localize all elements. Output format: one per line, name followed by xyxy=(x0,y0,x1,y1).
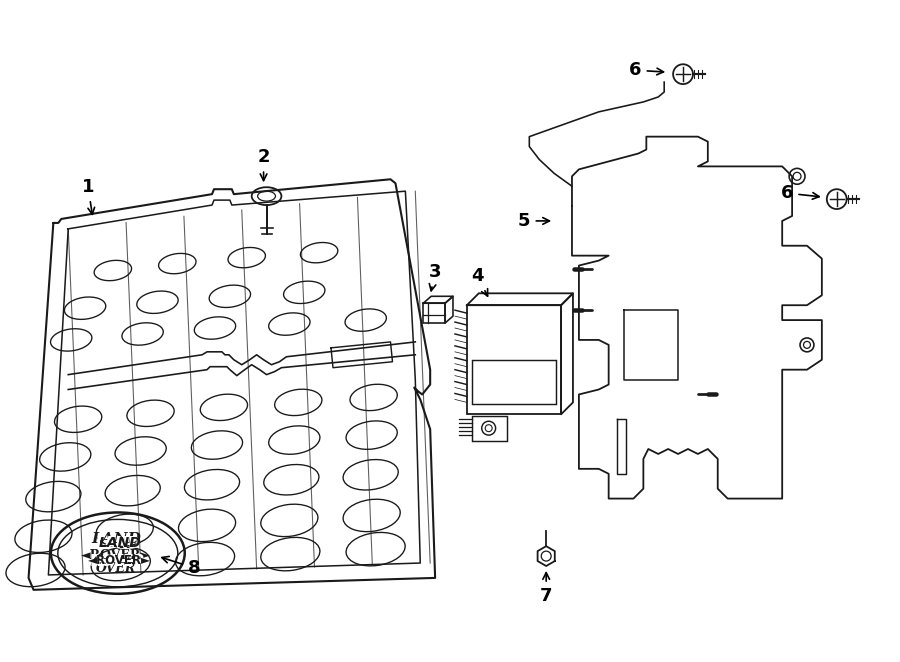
Bar xyxy=(423,303,445,323)
Bar xyxy=(472,359,556,404)
Bar xyxy=(472,416,507,441)
Text: 6: 6 xyxy=(629,61,663,79)
Text: 5: 5 xyxy=(518,212,550,230)
Text: LAND: LAND xyxy=(98,536,141,550)
Text: 6: 6 xyxy=(781,184,819,202)
Text: 7: 7 xyxy=(540,573,553,605)
Text: 2: 2 xyxy=(257,148,270,181)
Text: OVER: OVER xyxy=(95,563,136,575)
Text: LAND: LAND xyxy=(91,532,140,546)
Text: ROVER: ROVER xyxy=(90,553,146,569)
Bar xyxy=(467,305,561,414)
Text: ◄ROVER►: ◄ROVER► xyxy=(88,553,151,567)
Text: 8: 8 xyxy=(162,557,201,577)
Text: LAND: LAND xyxy=(95,536,140,551)
Text: 4: 4 xyxy=(472,267,488,296)
Text: 1: 1 xyxy=(82,178,94,214)
Text: 3: 3 xyxy=(429,263,441,291)
Text: ◄ROVER►: ◄ROVER► xyxy=(81,549,151,561)
